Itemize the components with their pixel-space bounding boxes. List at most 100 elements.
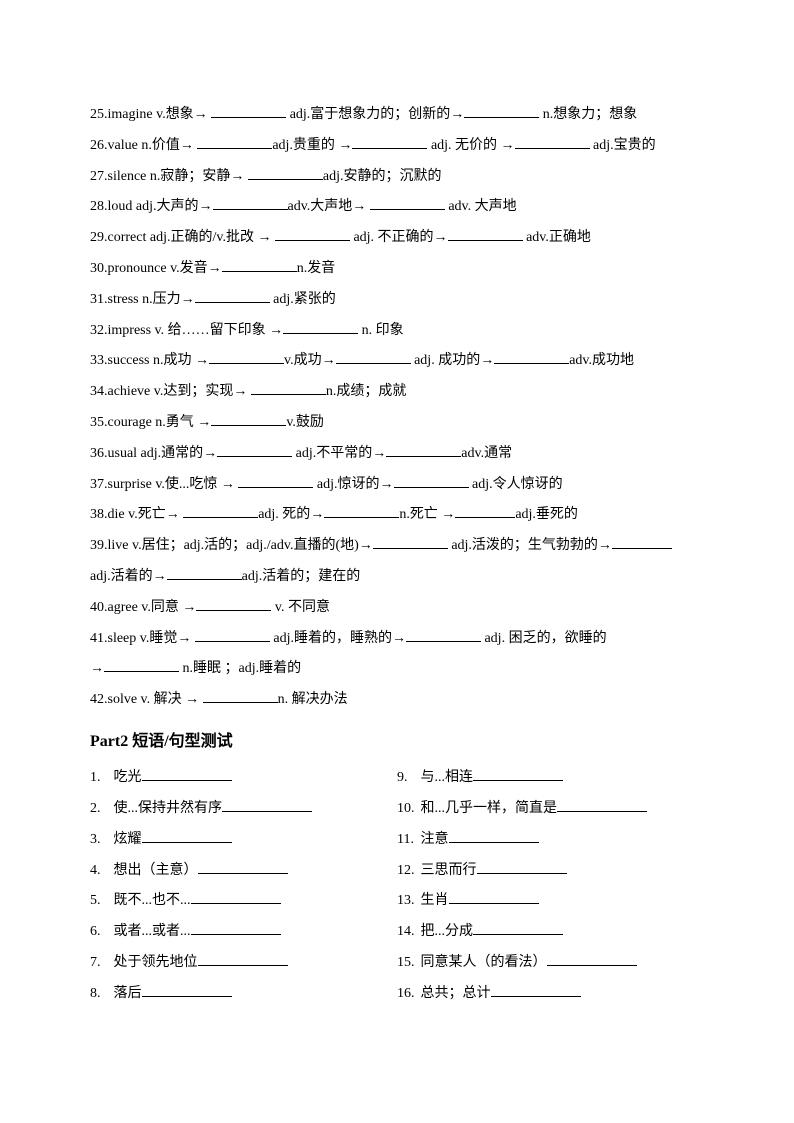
fill-blank[interactable] [248,166,323,180]
part2-left-column: 1. 吃光2. 使...保持井然有序3. 炫耀4. 想出（主意）5. 既不...… [90,763,397,1009]
fill-blank[interactable] [196,597,271,611]
line-text: adj.活泼的；生气勃勃的→ [448,538,612,553]
word-line: 40.agree v.同意 → v. 不同意 [90,593,704,624]
fill-blank[interactable] [222,258,297,272]
item-text: 注意 [421,832,449,847]
fill-blank[interactable] [142,829,232,843]
fill-blank[interactable] [557,798,647,812]
fill-blank[interactable] [203,689,278,703]
line-text: adj.活着的；建在的 [242,569,361,584]
fill-blank[interactable] [195,628,270,642]
phrase-item: 15. 同意某人（的看法） [397,948,704,979]
fill-blank[interactable] [222,798,312,812]
item-text: 同意某人（的看法） [421,955,547,970]
item-number: 5. [90,886,110,917]
word-line: 38.die v.死亡→ adj. 死的→n.死亡 →adj.垂死的 [90,500,704,531]
fill-blank[interactable] [183,504,258,518]
fill-blank[interactable] [195,289,270,303]
phrase-item: 8. 落后 [90,979,397,1010]
fill-blank[interactable] [211,104,286,118]
line-text: courage n.勇气 → [108,415,212,430]
fill-blank[interactable] [104,658,179,672]
fill-blank[interactable] [197,135,272,149]
fill-blank[interactable] [477,860,567,874]
fill-blank[interactable] [209,350,284,364]
fill-blank[interactable] [213,196,288,210]
phrase-item: 3. 炫耀 [90,825,397,856]
fill-blank[interactable] [612,535,672,549]
phrase-item: 2. 使...保持井然有序 [90,794,397,825]
fill-blank[interactable] [449,890,539,904]
item-number: 13. [397,886,417,917]
line-text: adv. 大声地 [445,199,517,214]
fill-blank[interactable] [324,504,399,518]
fill-blank[interactable] [449,829,539,843]
line-text: adj.令人惊讶的 [469,477,563,492]
fill-blank[interactable] [473,767,563,781]
line-text: adv.成功地 [569,353,634,368]
item-number: 15. [397,948,417,979]
fill-blank[interactable] [455,504,515,518]
phrase-item: 5. 既不...也不... [90,886,397,917]
line-text: adj.垂死的 [515,507,578,522]
word-line: 37.surprise v.使...吃惊 → adj.惊讶的→ adj.令人惊讶… [90,470,704,501]
phrase-item: 14. 把...分成 [397,917,704,948]
fill-blank[interactable] [191,890,281,904]
part2-columns: 1. 吃光2. 使...保持井然有序3. 炫耀4. 想出（主意）5. 既不...… [90,763,704,1009]
line-text: success n.成功 → [108,353,210,368]
item-number: 16. [397,979,417,1010]
item-text: 与...相连 [421,770,474,785]
line-text: adj.贵重的 → [272,138,352,153]
fill-blank[interactable] [406,628,481,642]
fill-blank[interactable] [142,983,232,997]
fill-blank[interactable] [217,443,292,457]
fill-blank[interactable] [275,227,350,241]
fill-blank[interactable] [491,983,581,997]
line-text: stress n.压力→ [108,292,195,307]
fill-blank[interactable] [352,135,427,149]
word-line: 35.courage n.勇气 →v.鼓励 [90,408,704,439]
fill-blank[interactable] [142,767,232,781]
fill-blank[interactable] [191,921,281,935]
fill-blank[interactable] [283,320,358,334]
line-text: v.鼓励 [286,415,324,430]
fill-blank[interactable] [198,860,288,874]
fill-blank[interactable] [373,535,448,549]
line-text: agree v.同意 → [108,600,197,615]
item-text: 落后 [114,986,142,1001]
line-text: n.睡眠 ；adj.睡着的 [179,661,301,676]
fill-blank[interactable] [251,381,326,395]
phrase-item: 11. 注意 [397,825,704,856]
fill-blank[interactable] [198,952,288,966]
fill-blank[interactable] [370,196,445,210]
fill-blank[interactable] [547,952,637,966]
line-text: adj.紧张的 [270,292,336,307]
fill-blank[interactable] [494,350,569,364]
line-text: n.死亡 → [399,507,455,522]
fill-blank[interactable] [386,443,461,457]
fill-blank[interactable] [515,135,590,149]
word-line: 31.stress n.压力→ adj.紧张的 [90,285,704,316]
item-text: 总共；总计 [421,986,491,1001]
fill-blank[interactable] [211,412,286,426]
line-text: pronounce v.发音→ [108,261,222,276]
fill-blank[interactable] [167,566,242,580]
item-number: 7. [90,948,110,979]
item-number: 1. [90,763,110,794]
line-text: imagine v.想象→ [108,107,212,122]
word-line: 34.achieve v.达到；实现→ n.成绩；成就 [90,377,704,408]
item-number: 14. [397,917,417,948]
word-line: 29.correct adj.正确的/v.批改 → adj. 不正确的→ adv… [90,223,704,254]
line-text: adj. 死的→ [258,507,324,522]
fill-blank[interactable] [336,350,411,364]
fill-blank[interactable] [448,227,523,241]
word-line: 28.loud adj.大声的→adv.大声地→ adv. 大声地 [90,192,704,223]
fill-blank[interactable] [464,104,539,118]
fill-blank[interactable] [473,921,563,935]
fill-blank[interactable] [238,474,313,488]
fill-blank[interactable] [394,474,469,488]
line-text: impress v. 给……留下印象 → [108,323,284,338]
word-line: 32.impress v. 给……留下印象 → n. 印象 [90,316,704,347]
line-text: correct adj.正确的/v.批改 → [108,230,275,245]
phrase-item: 9. 与...相连 [397,763,704,794]
